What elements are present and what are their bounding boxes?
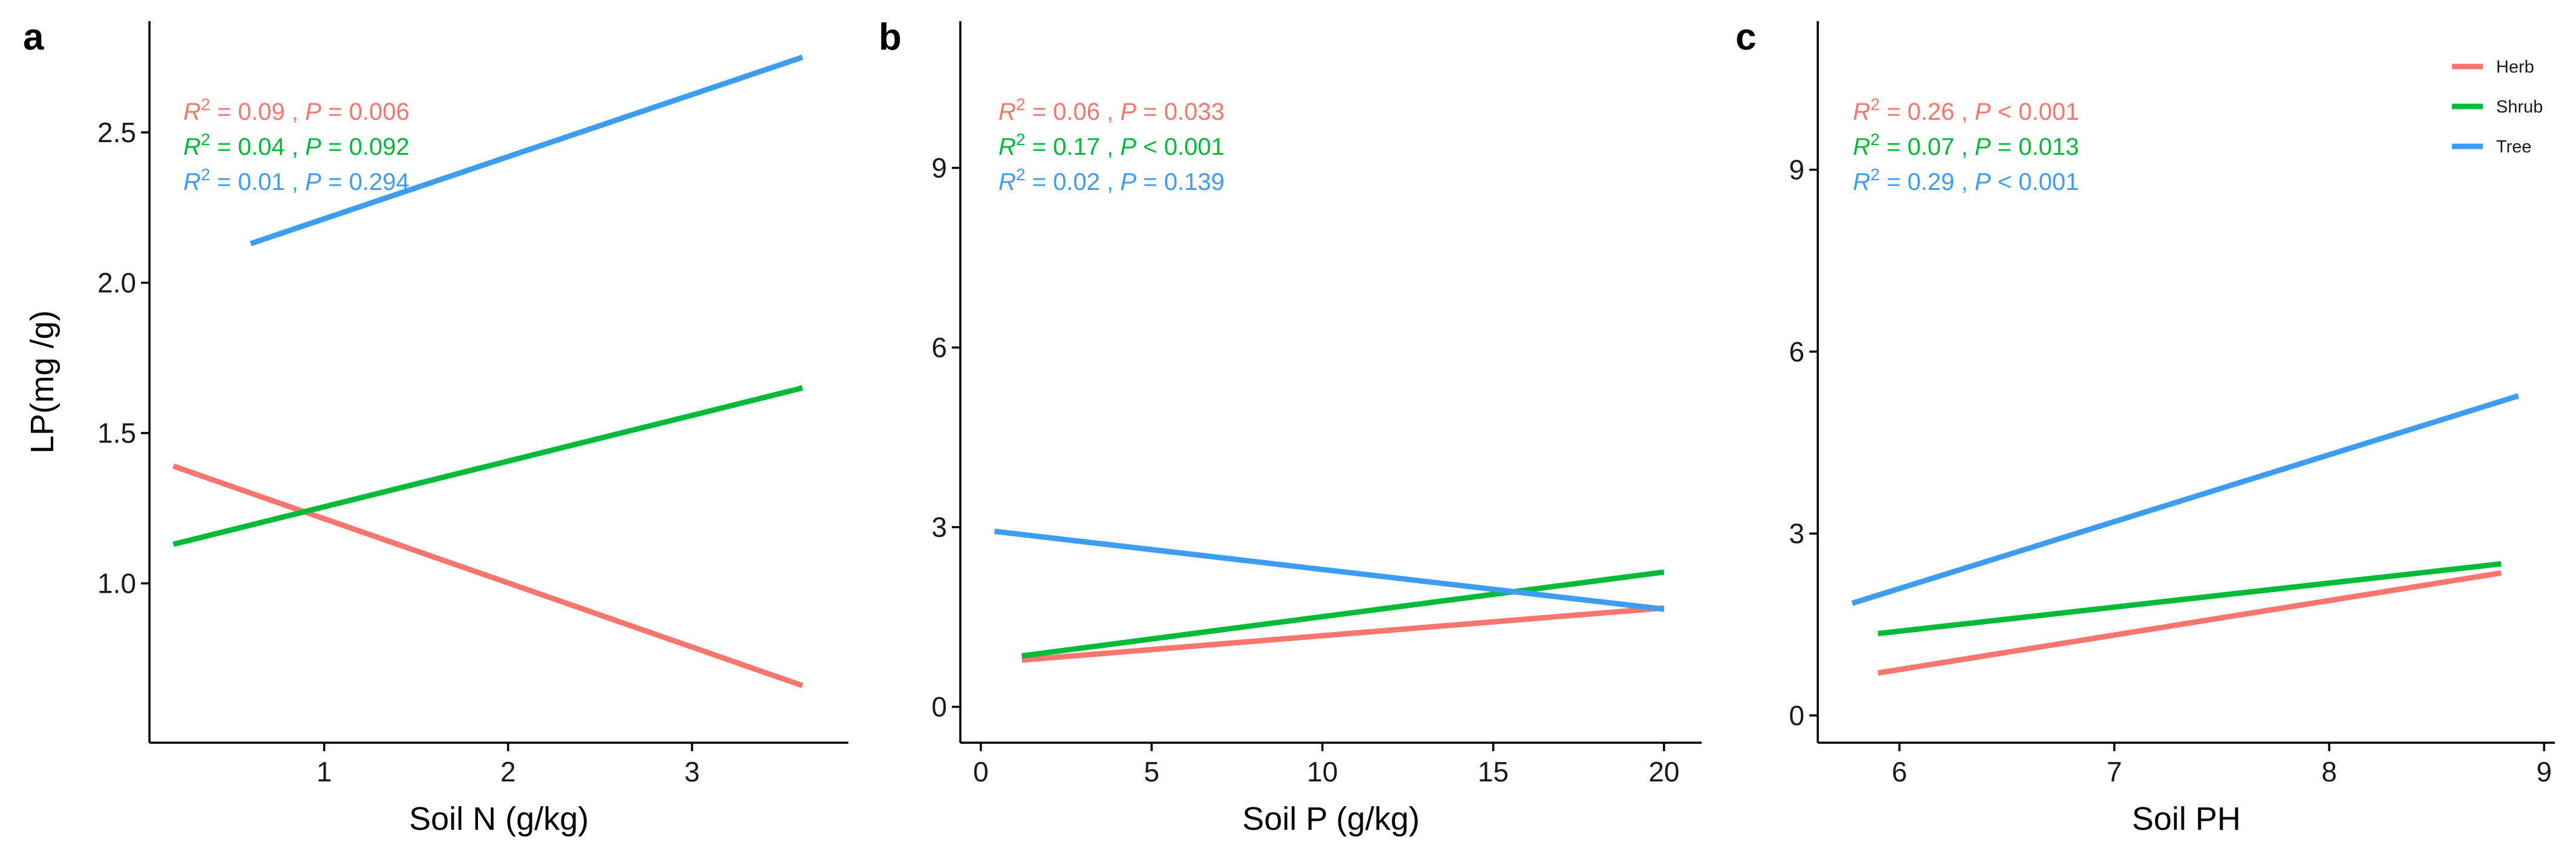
panel-c: c 0 3 6 9 6 7 8 9 Soil PH R2 = 0.26 , P < 0.001 R2 … xyxy=(1735,16,2555,837)
stat-value: 0.006 xyxy=(349,99,410,125)
y-tick-label: 6 xyxy=(931,332,947,363)
y-tick-label: 9 xyxy=(1789,154,1804,186)
stat-value: 0.001 xyxy=(2019,169,2079,195)
stat-value: 0.09 xyxy=(238,99,285,125)
stat-value: < xyxy=(1998,169,2011,195)
panel-a: a 1.0 1.5 2.0 2.5 1 2 3 Soil N (g/kg) LP(mg /g) R2… xyxy=(23,16,848,837)
x-axis-title: Soil P (g/kg) xyxy=(1242,801,1420,837)
stat-value: = xyxy=(1998,134,2011,160)
stat-annotation-tree: R2 = 0.02 , P = 0.139 xyxy=(998,165,1225,195)
series-line-shrub xyxy=(1877,561,2502,637)
y-tick-label: 3 xyxy=(1789,518,1804,549)
stat-annotation-shrub: R2 = 0.17 , P < 0.001 xyxy=(998,130,1225,160)
x-tick-label: 20 xyxy=(1648,756,1679,787)
y-tick-label: 0 xyxy=(1789,700,1804,731)
panel-letter: b xyxy=(879,16,902,58)
y-tick-label: 1.0 xyxy=(97,568,136,599)
stat-value: 0.04 xyxy=(238,134,285,160)
x-tick-label: 5 xyxy=(1144,756,1159,787)
series-line-tree xyxy=(1851,393,2519,606)
y-axis-title: LP(mg /g) xyxy=(24,310,61,454)
stat-value: = xyxy=(328,99,342,125)
stat-value: < xyxy=(1998,99,2011,125)
x-axis-title: Soil PH xyxy=(2132,801,2241,837)
y-tick-label: 2.5 xyxy=(97,117,136,148)
stat-annotation-herb: R2 = 0.09 , P = 0.006 xyxy=(183,95,410,125)
stat-value: 0.17 xyxy=(1053,134,1100,160)
stat-value: 0.001 xyxy=(2019,99,2079,125)
panel-letter: a xyxy=(23,16,44,58)
legend-label-tree: Tree xyxy=(2496,137,2532,157)
y-tick-label: 2.0 xyxy=(97,267,136,298)
y-tick-label: 1.5 xyxy=(97,417,136,449)
stat-annotation-tree: R2 = 0.01 , P = 0.294 xyxy=(183,165,410,195)
y-tick-label: 0 xyxy=(931,691,947,723)
stat-value: = xyxy=(328,134,342,160)
x-tick-label: 6 xyxy=(1892,756,1907,787)
stat-value: 0.294 xyxy=(349,169,410,195)
stat-value: 0.02 xyxy=(1053,169,1100,195)
stat-value: < xyxy=(1143,134,1157,160)
stat-value: 0.26 xyxy=(1907,99,1955,125)
x-tick-label: 7 xyxy=(2106,756,2122,787)
x-tick-label: 3 xyxy=(684,756,700,787)
stat-value: 0.092 xyxy=(349,134,410,160)
x-tick-label: 1 xyxy=(316,756,332,787)
series-line-tree xyxy=(994,529,1665,612)
series-line-herb xyxy=(1877,570,2502,676)
x-tick-label: 8 xyxy=(2321,756,2337,787)
x-tick-label: 10 xyxy=(1307,756,1338,787)
stat-annotation-herb: R2 = 0.26 , P < 0.001 xyxy=(1853,95,2079,125)
stat-annotation-shrub: R2 = 0.04 , P = 0.092 xyxy=(183,130,410,160)
stat-annotation-tree: R2 = 0.29 , P < 0.001 xyxy=(1853,165,2079,195)
x-tick-label: 15 xyxy=(1478,756,1509,787)
y-tick-label: 6 xyxy=(1789,336,1804,367)
series-line-shrub xyxy=(172,385,804,547)
stat-value: 0.06 xyxy=(1053,99,1100,125)
x-tick-label: 2 xyxy=(500,756,516,787)
stat-value: = xyxy=(1143,169,1157,195)
legend: Herb Shrub Tree xyxy=(2452,57,2543,157)
stat-value: = xyxy=(328,169,342,195)
panel-b: b 0 3 6 9 0 5 10 15 20 Soil P (g/kg) R2 = 0.06 , P … xyxy=(879,16,1702,837)
stat-value: 0.07 xyxy=(1907,134,1955,160)
series-line-herb xyxy=(1021,605,1665,663)
series-line-shrub xyxy=(1021,569,1665,659)
legend-label-herb: Herb xyxy=(2496,57,2534,77)
x-tick-label: 0 xyxy=(973,756,989,787)
stat-value: 0.29 xyxy=(1907,169,1955,195)
stat-value: 0.013 xyxy=(2019,134,2079,160)
x-axis-title: Soil N (g/kg) xyxy=(409,801,589,837)
stat-value: 0.01 xyxy=(238,169,285,195)
x-tick-label: 9 xyxy=(2536,756,2552,787)
stat-value: 0.033 xyxy=(1164,99,1225,125)
stat-value: 0.001 xyxy=(1164,134,1225,160)
y-tick-label: 9 xyxy=(931,152,947,184)
series-line-herb xyxy=(172,463,804,688)
legend-label-shrub: Shrub xyxy=(2496,97,2543,117)
y-tick-label: 3 xyxy=(931,512,947,543)
stat-annotation-herb: R2 = 0.06 , P = 0.033 xyxy=(998,95,1225,125)
stat-value: = xyxy=(1143,99,1157,125)
stat-value: 0.139 xyxy=(1164,169,1225,195)
panel-letter: c xyxy=(1735,16,1756,58)
stat-annotation-shrub: R2 = 0.07 , P = 0.013 xyxy=(1853,130,2079,160)
series-line-tree xyxy=(249,54,804,247)
